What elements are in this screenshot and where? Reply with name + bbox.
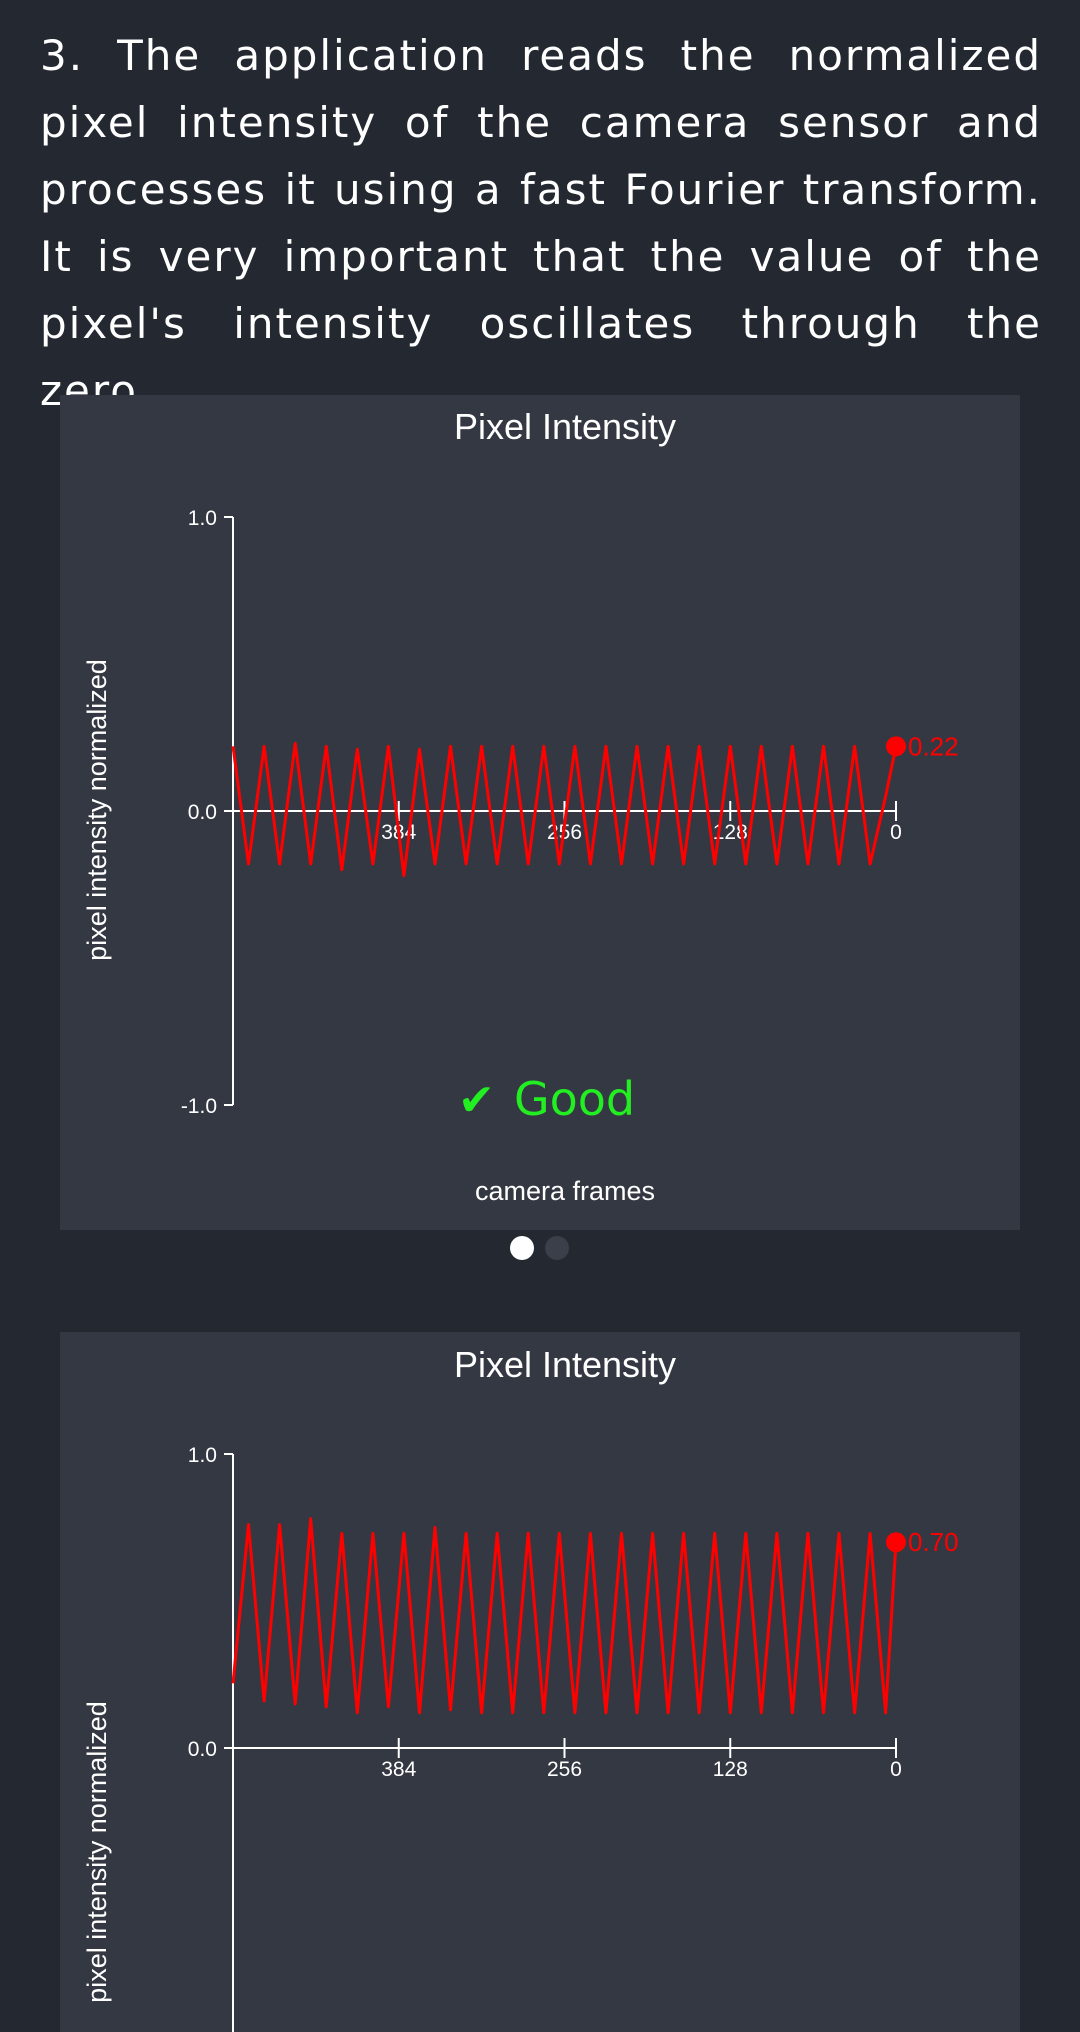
y-axis-label: pixel intensity normalized (82, 659, 112, 961)
y-tick-label: 0.0 (188, 801, 217, 824)
y-tick-label: 0.0 (188, 1738, 217, 1761)
x-tick-label: 256 (547, 1758, 582, 1781)
last-value-label: 0.22 (908, 731, 959, 761)
instruction-text: 3. The application reads the normalized … (40, 31, 1042, 415)
pixel-intensity-chart-2: Pixel Intensity pixel intensity normalize… (82, 1344, 959, 2032)
x-tick-label: 384 (381, 1758, 416, 1781)
checkmark-icon: ✔ (458, 1075, 495, 1126)
y-axis-label: pixel intensity normalized (82, 1701, 112, 2003)
page-dot-active[interactable] (510, 1236, 534, 1260)
x-tick-label: 128 (713, 1758, 748, 1781)
last-value-label: 0.70 (908, 1527, 959, 1557)
y-tick-label: 1.0 (188, 507, 217, 530)
last-value-marker (886, 1532, 906, 1553)
pixel-intensity-chart-card-2[interactable]: Pixel Intensity pixel intensity normalize… (60, 1332, 1020, 2032)
page-dot-inactive[interactable] (545, 1236, 569, 1260)
page-indicator (0, 1236, 1080, 1262)
x-axis-label: camera frames (475, 1176, 655, 1206)
intensity-line (231, 741, 898, 878)
pixel-intensity-chart-card[interactable]: Pixel Intensity pixel intensity normalize… (60, 395, 1020, 1230)
chart-title: Pixel Intensity (454, 406, 676, 447)
chart-title: Pixel Intensity (454, 1344, 676, 1385)
y-tick-label: -1.0 (181, 1095, 217, 1118)
intensity-line (231, 1517, 898, 1715)
y-tick-label: 1.0 (188, 1444, 217, 1467)
last-value-marker (886, 736, 906, 757)
status-text: Good (514, 1072, 635, 1126)
pixel-intensity-chart: Pixel Intensity pixel intensity normalize… (82, 406, 959, 1206)
x-tick-label: 0 (890, 821, 902, 844)
x-tick-label: 128 (713, 821, 748, 844)
x-tick-label: 0 (890, 1758, 902, 1781)
